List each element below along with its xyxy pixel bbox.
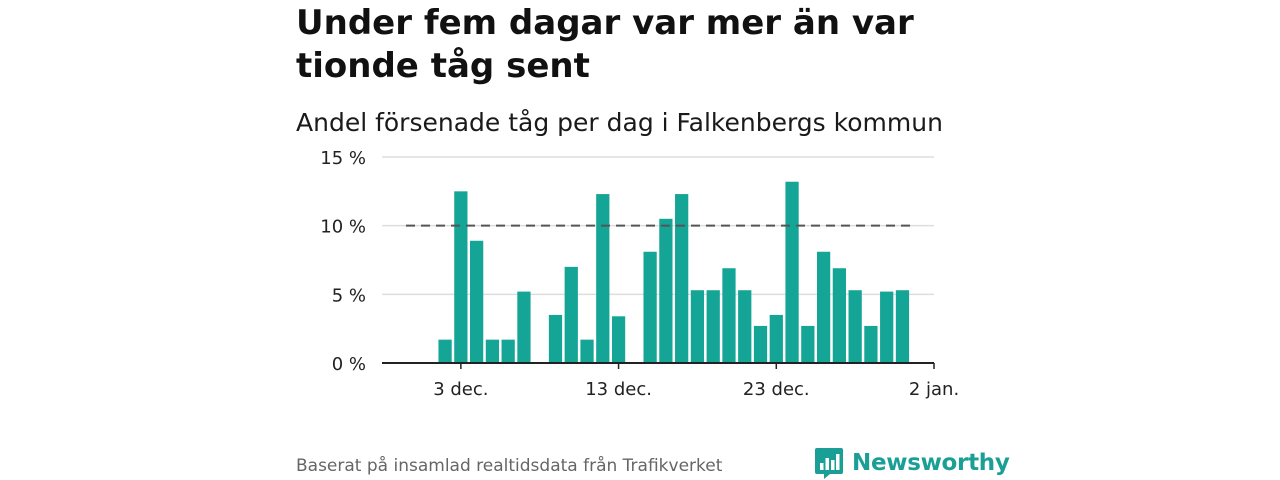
bar bbox=[611, 316, 626, 363]
bar-chart: 0 % 5 % 10 % 15 % 3 dec. 13 dec. 23 dec. 2 jan. bbox=[320, 148, 959, 400]
chart-subtitle: Andel försenade tåg per dag i Falkenberg… bbox=[296, 108, 943, 137]
bar bbox=[690, 290, 705, 363]
y-tick-label: 15 % bbox=[320, 148, 366, 169]
brand-name: Newsworthy bbox=[852, 450, 1010, 476]
bar bbox=[880, 291, 894, 363]
bar bbox=[801, 325, 815, 363]
newsworthy-logo: Newsworthy bbox=[814, 446, 1010, 480]
bar bbox=[785, 181, 799, 363]
bar bbox=[706, 290, 720, 363]
bar bbox=[548, 314, 563, 363]
bar bbox=[643, 251, 657, 363]
bar bbox=[722, 268, 736, 363]
bar bbox=[517, 291, 531, 363]
source-note: Baserat på insamlad realtidsdata från Tr… bbox=[296, 456, 723, 476]
bar bbox=[596, 194, 610, 363]
bar bbox=[501, 339, 515, 363]
bar bbox=[832, 268, 846, 363]
bar bbox=[816, 251, 831, 363]
newsworthy-chart-bubble-icon bbox=[815, 448, 843, 479]
y-tick-label: 0 % bbox=[332, 354, 366, 375]
bar bbox=[738, 290, 752, 363]
bar bbox=[580, 339, 594, 363]
x-tick-label: 13 dec. bbox=[585, 379, 652, 400]
bar bbox=[753, 325, 768, 363]
bar bbox=[895, 290, 910, 363]
x-tick-label: 23 dec. bbox=[743, 379, 810, 400]
bar bbox=[438, 339, 452, 363]
bar bbox=[864, 325, 878, 363]
chart-headline: Under fem dagar var mer än var tionde tå… bbox=[296, 3, 914, 86]
bar bbox=[564, 266, 578, 363]
bar bbox=[848, 290, 862, 363]
y-tick-label: 10 % bbox=[320, 217, 366, 238]
bar bbox=[485, 339, 500, 363]
bar bbox=[659, 218, 673, 363]
bar bbox=[470, 240, 484, 363]
y-tick-label: 5 % bbox=[332, 285, 366, 306]
x-tick-label: 3 dec. bbox=[433, 379, 488, 400]
bar bbox=[769, 314, 783, 363]
x-tick-label: 2 jan. bbox=[909, 379, 959, 400]
bar bbox=[454, 191, 468, 363]
bar bbox=[675, 194, 689, 363]
